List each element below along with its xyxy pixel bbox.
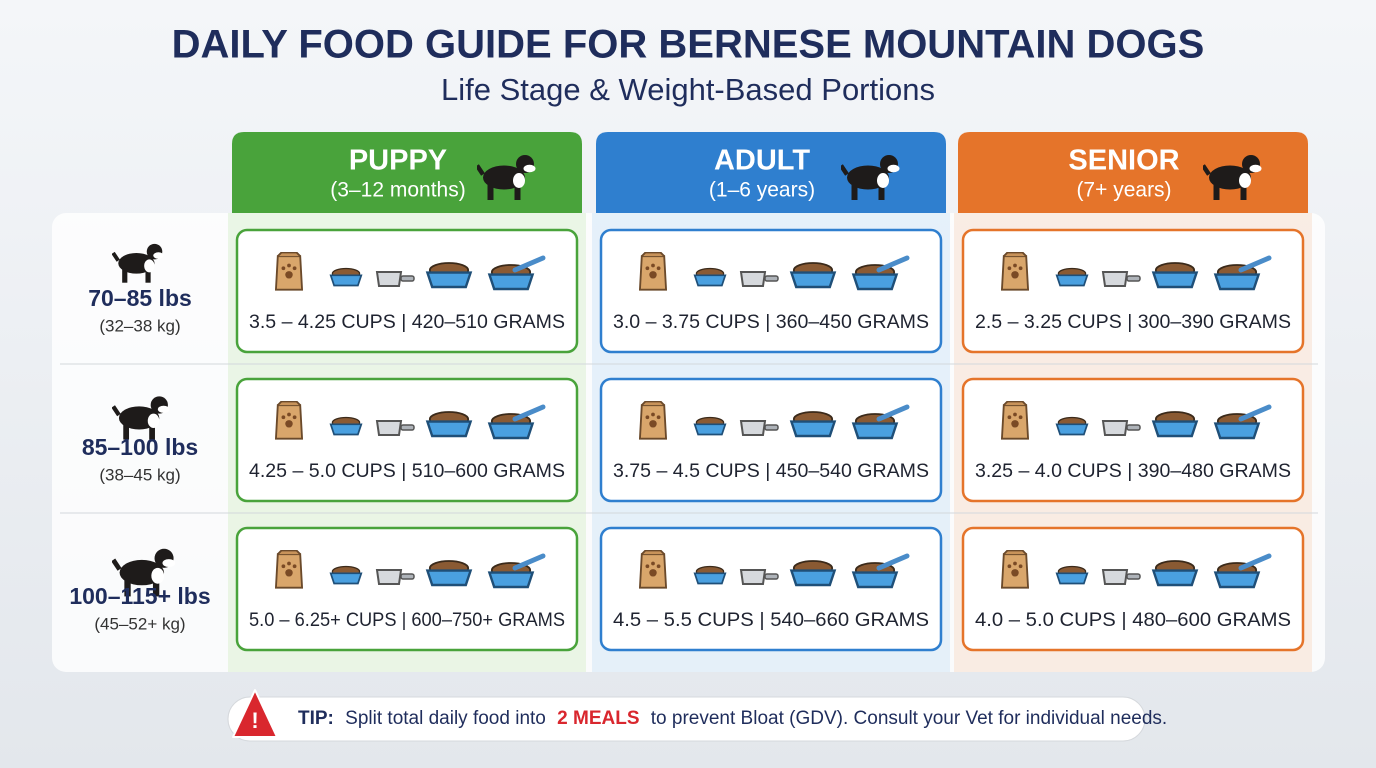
tip-label: TIP: xyxy=(298,708,334,729)
bowl-scoop-icon xyxy=(852,412,898,440)
bowl-icon xyxy=(329,565,363,585)
scoop-handle xyxy=(876,255,910,273)
row-weight: 70–85 lbs xyxy=(88,285,192,311)
bowl-scoop-icon xyxy=(1214,412,1260,440)
warning-icon xyxy=(232,689,278,738)
portion-cell xyxy=(961,377,1305,503)
bowl-icon xyxy=(790,559,836,587)
row-metric: (32–38 kg) xyxy=(99,316,180,335)
scoop-handle xyxy=(876,404,910,422)
row-metric: (45–52+ kg) xyxy=(94,614,185,633)
bowl-icon xyxy=(426,559,472,587)
row-metric: (38–45 kg) xyxy=(99,465,180,484)
food-bag-icon xyxy=(1001,550,1029,589)
column-range: (1–6 years) xyxy=(709,179,815,202)
bowl-scoop-icon xyxy=(1214,561,1260,589)
bowl-icon xyxy=(1055,416,1089,436)
scoop-handle xyxy=(1238,404,1272,422)
column-name: ADULT xyxy=(714,145,810,177)
tip-after: to prevent Bloat (GDV). Consult your Vet… xyxy=(651,708,1167,729)
bowl-icon xyxy=(790,410,836,438)
bowl-icon xyxy=(693,416,727,436)
tip-box xyxy=(227,696,1146,742)
bowl-icon xyxy=(693,565,727,585)
bowl-scoop-icon xyxy=(488,412,534,440)
portion-text: 3.75 – 4.5 CUPS | 450–540 GRAMS xyxy=(613,461,929,482)
food-bag-icon xyxy=(275,401,303,440)
food-bag-icon xyxy=(1001,401,1029,440)
bowl-scoop-icon xyxy=(488,561,534,589)
bowl-icon xyxy=(1152,410,1198,438)
bowl-icon xyxy=(329,416,363,436)
column-header xyxy=(232,132,582,213)
portion-text: 3.25 – 4.0 CUPS | 390–480 GRAMS xyxy=(975,461,1291,482)
portion-cell xyxy=(961,526,1305,652)
tip-highlight: 2 MEALS xyxy=(557,708,639,729)
column-name: PUPPY xyxy=(349,145,447,177)
table: PUPPY(3–12 months) ADULT(1–6 years) SENIOR… xyxy=(60,132,1318,672)
portion-cell xyxy=(961,228,1305,354)
portion-text: 5.0 – 6.25+ CUPS | 600–750+ GRAMS xyxy=(249,610,565,631)
warning-mark: ! xyxy=(251,708,258,733)
scoop-handle xyxy=(512,255,546,273)
bowl-scoop-icon xyxy=(852,263,898,291)
food-bag-icon xyxy=(275,252,303,291)
portion-cell xyxy=(599,526,943,652)
bowl-icon xyxy=(1152,559,1198,587)
row-weight: 85–100 lbs xyxy=(82,434,198,460)
food-bag-icon xyxy=(275,550,303,589)
column-header xyxy=(596,132,946,213)
scoop-handle xyxy=(1238,255,1272,273)
bowl-icon xyxy=(1055,267,1089,287)
scoop-handle xyxy=(512,553,546,571)
portion-text: 3.0 – 3.75 CUPS | 360–450 GRAMS xyxy=(613,312,929,333)
portion-cell xyxy=(235,228,579,354)
tip-before: Split total daily food into xyxy=(345,708,546,729)
column-name: SENIOR xyxy=(1068,145,1179,177)
bowl-icon xyxy=(329,267,363,287)
scoop-handle xyxy=(876,553,910,571)
bowl-icon xyxy=(1055,565,1089,585)
portion-text: 4.25 – 5.0 CUPS | 510–600 GRAMS xyxy=(249,461,565,482)
portion-cell xyxy=(235,526,579,652)
bowl-icon xyxy=(426,410,472,438)
portion-cell xyxy=(599,377,943,503)
portion-cell xyxy=(599,228,943,354)
scoop-handle xyxy=(1238,553,1272,571)
bowl-icon xyxy=(790,261,836,289)
bowl-scoop-icon xyxy=(852,561,898,589)
portion-text: 2.5 – 3.25 CUPS | 300–390 GRAMS xyxy=(975,312,1291,333)
bowl-icon xyxy=(426,261,472,289)
food-bag-icon xyxy=(639,550,667,589)
portion-text: 3.5 – 4.25 CUPS | 420–510 GRAMS xyxy=(249,312,565,333)
food-bag-icon xyxy=(639,252,667,291)
column-range: (7+ years) xyxy=(1076,179,1171,202)
scoop-handle xyxy=(512,404,546,422)
column-header xyxy=(958,132,1308,213)
bowl-icon xyxy=(1152,261,1198,289)
food-bag-icon xyxy=(1001,252,1029,291)
column-range: (3–12 months) xyxy=(330,179,465,202)
portion-text: 4.0 – 5.0 CUPS | 480–600 GRAMS xyxy=(975,610,1291,631)
title: DAILY FOOD GUIDE FOR BERNESE MOUNTAIN DO… xyxy=(172,23,1205,67)
tip-text: TIP: Split total daily food into 2 MEALS… xyxy=(298,708,1167,729)
bowl-scoop-icon xyxy=(1214,263,1260,291)
bowl-scoop-icon xyxy=(488,263,534,291)
bowl-icon xyxy=(693,267,727,287)
portion-cell xyxy=(235,377,579,503)
food-bag-icon xyxy=(639,401,667,440)
subtitle: Life Stage & Weight-Based Portions xyxy=(441,72,935,107)
row-weight: 100–115+ lbs xyxy=(69,583,210,609)
portion-text: 4.5 – 5.5 CUPS | 540–660 GRAMS xyxy=(613,610,929,631)
